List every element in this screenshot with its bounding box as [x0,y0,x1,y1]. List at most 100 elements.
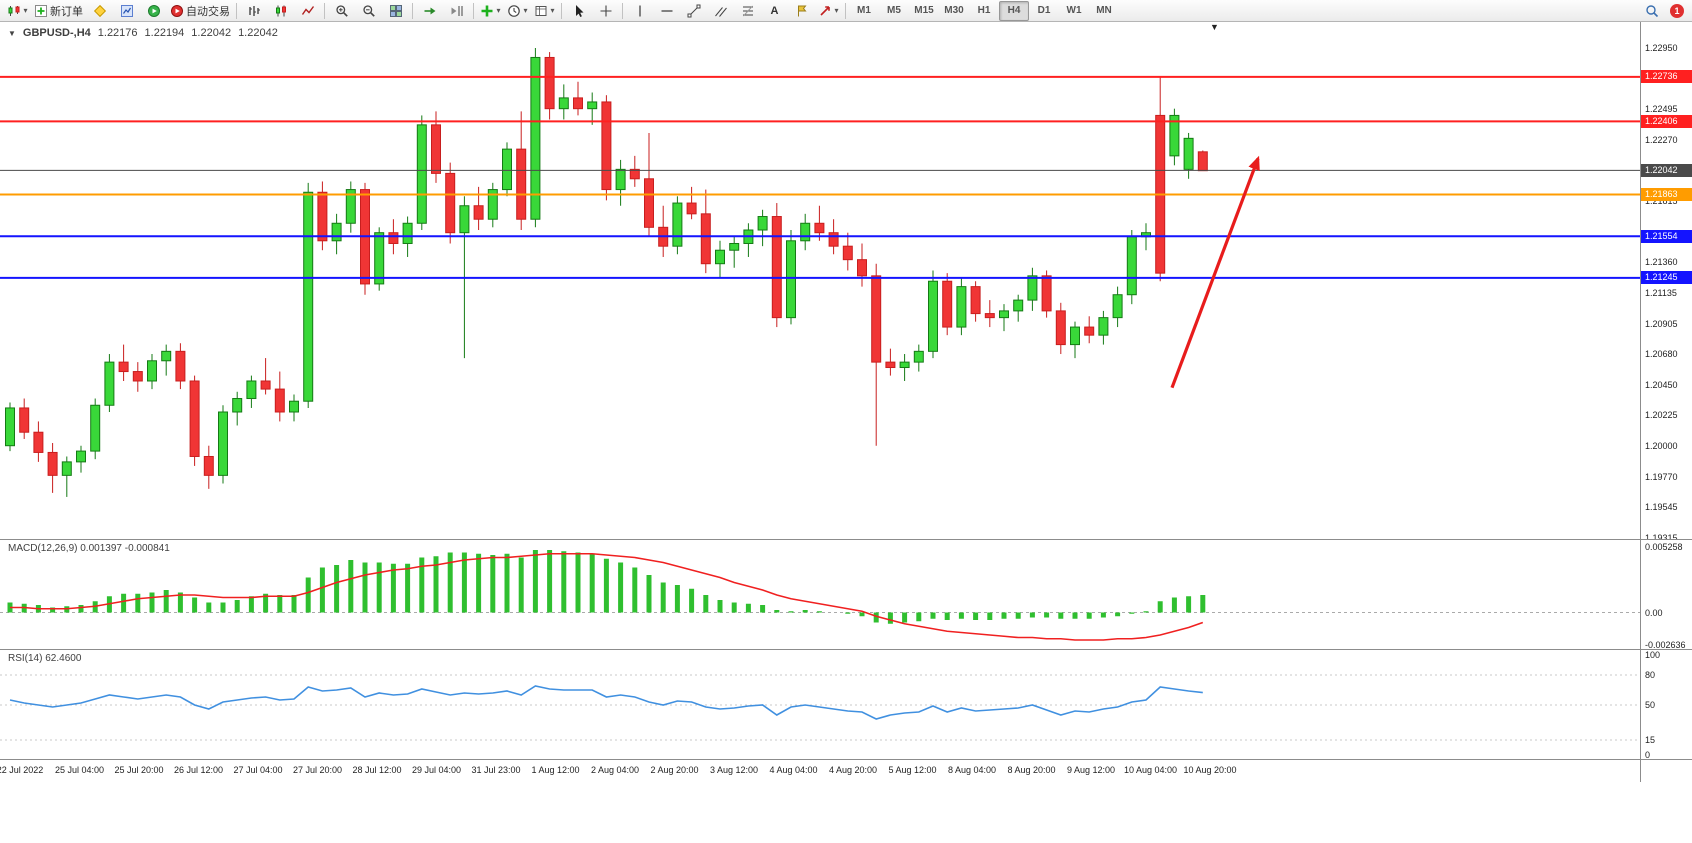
timeframe-m30-button[interactable]: M30 [944,5,964,16]
timeframe-m1-button[interactable]: M1 [857,5,871,16]
rsi-axis-label: 80 [1645,670,1656,680]
timeframe-mn-button[interactable]: MN [1096,5,1112,16]
auto-scroll-button[interactable] [416,1,443,21]
trendline-button[interactable] [680,1,707,21]
rsi-label: RSI(14) 62.4600 [8,653,82,664]
indicators-button[interactable]: ▾ [477,1,504,21]
indicators-icon [480,4,494,18]
cursor-button[interactable] [565,1,592,21]
new-chart-button[interactable]: ▾ [4,1,31,21]
text-label-button[interactable] [788,1,815,21]
toolbar: ▾ 新订单 自动交易 ▾ ▾ ▾ A ▾ M1 M5 M15 M30 H1 H4 D1 W1 MN 1 [0,0,1692,22]
timeframe-d1-button[interactable]: D1 [1037,5,1051,16]
one-click-trading-toggle[interactable]: ▼ [8,28,16,38]
toolbar-separator [473,2,474,19]
strategy-tester-button[interactable] [140,1,167,21]
time-axis-label: 27 Jul 04:00 [233,765,283,775]
metaeditor-button[interactable] [86,1,113,21]
periods-button[interactable]: ▾ [504,1,531,21]
time-axis-separator [0,759,1692,760]
time-axis-label: 22 Jul 2022 [0,765,44,775]
ohlc-high: 1.22194 [144,27,185,39]
time-axis[interactable]: 22 Jul 2022 25 Jul 04:00 25 Jul 20:00 26 Ju… [0,760,1640,782]
zoom-out-button[interactable] [355,1,382,21]
search-button[interactable] [1638,1,1665,21]
rsi-axis-label: 0 [1645,750,1651,760]
candlestick-chart-icon [274,4,288,18]
trend-arrow[interactable] [1170,155,1260,389]
timeframe-h1-button[interactable]: H1 [977,5,991,16]
candlestick-chart-button[interactable] [267,1,294,21]
rsi-axis[interactable]: 100 80 50 15 0 [1640,650,1692,760]
price-axis-label: 1.22950 [1645,43,1678,54]
toolbar-separator [845,2,846,19]
rsi-indicator-canvas[interactable] [0,650,1640,760]
indicators-dropdown-icon[interactable]: ▾ [496,6,501,15]
new-order-label: 新订单 [50,5,83,18]
cursor-icon [572,4,586,18]
fibonacci-retracement-button[interactable] [734,1,761,21]
timeframe-h4-button[interactable]: H4 [999,0,1029,21]
price-axis-label: 1.20905 [1645,318,1678,329]
toolbar-separator [412,2,413,19]
price-axis-label: 1.21135 [1645,287,1677,298]
timeframe-m15-button[interactable]: M15 [914,5,934,16]
toolbar-buttons: ▾ 新订单 自动交易 ▾ ▾ ▾ A ▾ [4,1,849,21]
auto-trading-icon [170,4,184,18]
price-axis-label: 1.19315 [1645,533,1678,543]
bar-chart-button[interactable] [240,1,267,21]
macd-axis-label: 0.005258 [1645,541,1683,552]
toolbar-separator [324,2,325,19]
new-order-icon [34,4,48,18]
time-axis-label: 4 Aug 04:00 [769,765,818,775]
notification-badge[interactable]: 1 [1670,3,1684,18]
time-axis-label: 5 Aug 12:00 [888,765,937,775]
equidistant-channel-button[interactable] [707,1,734,21]
crosshair-button[interactable] [592,1,619,21]
new-order-button[interactable]: 新订单 [31,1,86,21]
macd-axis[interactable]: 0.005258 0.00 -0.002636 [1640,540,1692,650]
chart-shift-button[interactable] [443,1,470,21]
periods-dropdown-icon[interactable]: ▾ [523,6,528,15]
vertical-line-icon [633,4,647,18]
market-watch-icon [120,4,134,18]
price-axis[interactable]: 1.229501.224951.222701.218151.213601.211… [1640,22,1692,543]
time-axis-label: 25 Jul 20:00 [114,765,164,775]
main-chart-canvas[interactable] [0,22,1640,540]
line-chart-button[interactable] [294,1,321,21]
line-chart-icon [301,4,315,18]
arrows-button[interactable]: ▾ [815,1,842,21]
macd-signal-line [10,552,1204,641]
tile-windows-button[interactable] [382,1,409,21]
price-axis-label: 1.22270 [1645,134,1678,145]
zoom-in-button[interactable] [328,1,355,21]
templates-dropdown-icon[interactable]: ▾ [550,6,555,15]
auto-trading-button[interactable]: 自动交易 [167,1,233,21]
arrows-dropdown-icon[interactable]: ▾ [834,6,839,15]
chart-title: ▼ GBPUSD-,H4 1.22176 1.22194 1.22042 1.2… [8,27,278,39]
timeframe-w1-button[interactable]: W1 [1066,5,1082,16]
macd-indicator-canvas[interactable] [0,540,1640,650]
periods-icon [507,4,521,18]
macd-label: MACD(12,26,9) 0.001397 -0.000841 [8,543,170,554]
macd-axis-label: -0.002636 [1645,640,1686,651]
rsi-pane-separator[interactable] [0,649,1692,650]
time-axis-label: 31 Jul 23:00 [471,765,521,775]
time-axis-label: 28 Jul 12:00 [352,765,402,775]
templates-icon [534,4,548,18]
ohlc-low: 1.22042 [191,27,232,39]
horizontal-line-button[interactable] [653,1,680,21]
chart-shift-marker[interactable]: ▼ [1210,22,1219,32]
rsi-axis-label: 100 [1645,650,1661,660]
vertical-line-button[interactable] [626,1,653,21]
market-watch-button[interactable] [113,1,140,21]
new-chart-dropdown-icon[interactable]: ▾ [23,6,28,15]
text-button[interactable]: A [761,1,788,21]
templates-button[interactable]: ▾ [531,1,558,21]
price-badge-resistance-1: 1.22736 [1641,70,1692,84]
macd-axis-label: 0.00 [1645,607,1663,618]
toolbar-right-cluster: 1 [1638,1,1684,21]
macd-pane-separator[interactable] [0,539,1692,540]
timeframe-m5-button[interactable]: M5 [887,5,901,16]
price-axis-label: 1.22495 [1645,104,1678,115]
